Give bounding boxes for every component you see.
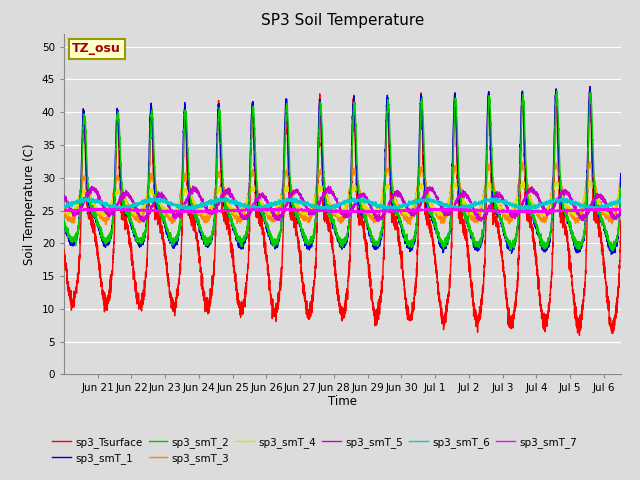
sp3_smT_6 [244,205,252,211]
sp3_smT_4 [396,206,403,212]
sp3_smT_1 [244,217,252,223]
sp3_smT_5 [60,194,68,200]
sp3_smT_4 [399,208,406,214]
Y-axis label: Soil Temperature (C): Soil Temperature (C) [23,143,36,265]
Line: sp3_smT_1: sp3_smT_1 [64,87,621,254]
sp3_smT_2 [99,234,107,240]
sp3_Tsurface [99,296,107,302]
sp3_smT_7 [173,210,181,216]
sp3_smT_4 [244,195,252,201]
sp3_smT_4 [99,209,107,215]
sp3_smT_4 [334,214,342,220]
sp3_smT_7 [99,206,107,212]
Line: sp3_smT_7: sp3_smT_7 [64,208,621,213]
sp3_smT_1 [398,225,406,231]
Title: SP3 Soil Temperature: SP3 Soil Temperature [260,13,424,28]
sp3_smT_1 [586,84,594,90]
sp3_smT_2 [609,248,617,254]
sp3_smT_1 [617,170,625,176]
sp3_Tsurface [398,263,406,268]
sp3_smT_3 [173,210,181,216]
sp3_smT_2 [60,218,68,224]
sp3_smT_4 [617,184,625,190]
sp3_smT_1 [60,220,68,226]
sp3_smT_3 [99,214,107,220]
sp3_smT_6 [184,208,192,214]
sp3_smT_1 [99,237,107,243]
sp3_smT_7 [244,209,252,215]
sp3_Tsurface [575,333,583,338]
sp3_smT_5 [140,219,148,225]
sp3_smT_5 [99,202,107,208]
sp3_smT_1 [353,172,360,178]
sp3_Tsurface [60,247,68,252]
sp3_smT_6 [152,194,159,200]
sp3_smT_2 [398,225,406,230]
sp3_smT_6 [399,203,406,208]
sp3_smT_3 [518,159,526,165]
Line: sp3_smT_4: sp3_smT_4 [64,181,621,217]
sp3_smT_5 [189,183,196,189]
sp3_smT_3 [60,211,68,216]
sp3_smT_2 [353,146,360,152]
sp3_smT_4 [173,203,181,209]
sp3_smT_7 [60,207,68,213]
sp3_smT_5 [617,208,625,214]
sp3_smT_3 [398,209,406,215]
sp3_smT_7 [173,208,181,214]
sp3_smT_6 [396,205,403,211]
sp3_smT_2 [553,88,561,94]
sp3_smT_4 [585,178,593,184]
Line: sp3_smT_5: sp3_smT_5 [64,186,621,222]
sp3_smT_2 [244,223,252,229]
sp3_smT_6 [353,197,361,203]
sp3_smT_7 [617,206,625,212]
Text: TZ_osu: TZ_osu [72,42,121,55]
sp3_smT_5 [173,213,181,218]
sp3_smT_1 [396,221,403,227]
sp3_smT_4 [60,207,68,213]
sp3_Tsurface [617,217,625,223]
sp3_Tsurface [396,234,403,240]
sp3_smT_7 [396,208,403,214]
sp3_smT_3 [244,193,252,199]
sp3_smT_1 [173,238,181,244]
sp3_smT_5 [244,211,252,217]
sp3_smT_4 [353,186,360,192]
sp3_Tsurface [173,295,181,301]
sp3_smT_2 [396,216,403,221]
sp3_smT_3 [617,172,625,178]
sp3_smT_5 [353,195,361,201]
Line: sp3_smT_6: sp3_smT_6 [64,197,621,211]
X-axis label: Time: Time [328,395,357,408]
sp3_smT_7 [399,208,406,214]
sp3_Tsurface [586,84,594,89]
sp3_smT_7 [275,205,283,211]
sp3_smT_1 [607,252,615,257]
sp3_smT_2 [173,238,181,243]
Line: sp3_smT_3: sp3_smT_3 [64,162,621,225]
sp3_smT_6 [173,203,181,208]
sp3_smT_6 [60,204,68,209]
sp3_smT_7 [353,209,361,215]
sp3_smT_6 [99,201,107,207]
Line: sp3_Tsurface: sp3_Tsurface [64,86,621,336]
Legend: sp3_Tsurface, sp3_smT_1, sp3_smT_2, sp3_smT_3, sp3_smT_4, sp3_smT_5, sp3_smT_6, : sp3_Tsurface, sp3_smT_1, sp3_smT_2, sp3_… [48,432,581,468]
sp3_smT_3 [396,206,403,212]
Line: sp3_smT_2: sp3_smT_2 [64,91,621,251]
sp3_smT_5 [399,196,406,202]
sp3_Tsurface [244,263,252,269]
sp3_smT_6 [617,197,625,203]
sp3_Tsurface [353,192,360,198]
sp3_smT_2 [617,185,625,191]
sp3_smT_3 [353,172,360,178]
sp3_smT_5 [396,189,403,195]
sp3_smT_3 [406,222,414,228]
